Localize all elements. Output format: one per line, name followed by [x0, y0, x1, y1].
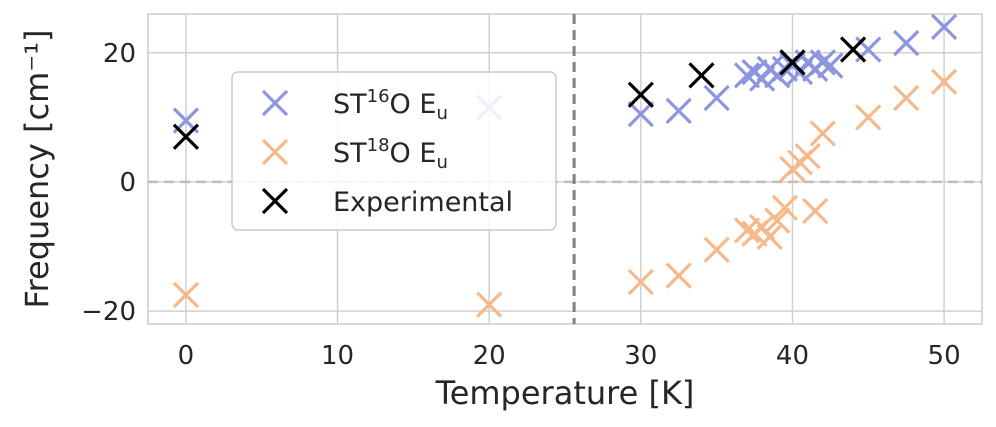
reference-lines: [148, 14, 982, 324]
y-tick-label: 20: [103, 39, 136, 69]
x-tick-label: 0: [178, 341, 195, 371]
x-tick-label: 30: [624, 341, 657, 371]
st16o-eu-point: [893, 29, 920, 57]
y-tick-label: −20: [81, 297, 136, 327]
st16o-eu-point: [817, 52, 844, 79]
st18o-eu-point: [930, 68, 958, 95]
x-tick-label: 10: [321, 341, 354, 371]
legend-entry-st18o: ST18O Eu: [333, 135, 448, 173]
st18o-eu-point: [802, 197, 829, 225]
st18o-eu-point: [893, 84, 920, 112]
y-axis-label: Frequency [cm⁻¹]: [18, 30, 56, 309]
x-tick-label: 20: [473, 341, 506, 371]
experimental-point: [172, 123, 200, 150]
st16o-eu-point: [627, 100, 654, 128]
st18o-eu-point: [809, 120, 836, 147]
x-tick-label: 40: [776, 341, 809, 371]
st18o-eu-point: [756, 223, 783, 250]
st16o-eu-point: [703, 84, 730, 112]
st18o-eu-point: [665, 262, 692, 289]
legend-entry-st18o-marker: [261, 138, 289, 166]
tick-labels: 0 10 20 30 40 50 −20 0 20: [81, 39, 961, 371]
st18o-eu-point: [172, 281, 200, 309]
st18o-eu-point: [794, 142, 821, 170]
st16o-eu-point: [930, 13, 958, 41]
data-points: [172, 13, 958, 318]
experimental-point: [627, 81, 654, 108]
st18o-eu-point: [771, 194, 799, 221]
x-axis-label: Temperature [K]: [435, 374, 695, 412]
st16o-eu-point: [809, 49, 836, 76]
legend-entry-experimental: Experimental: [333, 187, 513, 218]
experimental-point: [839, 36, 867, 63]
st18o-eu-point: [476, 291, 503, 318]
st18o-eu-point: [733, 217, 761, 244]
experimental-point: [779, 49, 806, 76]
y-tick-label: 0: [119, 168, 136, 198]
legend: ST16O Eu ST18O Eu Experimental: [231, 71, 557, 231]
experimental-point: [688, 62, 715, 89]
x-tick-label: 50: [928, 341, 961, 371]
legend-entry-experimental-marker: [261, 187, 289, 215]
legend-box: [231, 71, 557, 231]
st16o-eu-point: [733, 62, 761, 89]
st18o-eu-point: [703, 236, 730, 263]
st18o-eu-point: [764, 207, 791, 234]
st18o-eu-point: [627, 268, 654, 296]
st16o-eu-point: [665, 97, 692, 125]
st18o-eu-point: [855, 104, 882, 131]
legend-entry-st16o: ST16O Eu: [333, 86, 448, 124]
legend-entry-st16o-marker: [261, 89, 289, 117]
